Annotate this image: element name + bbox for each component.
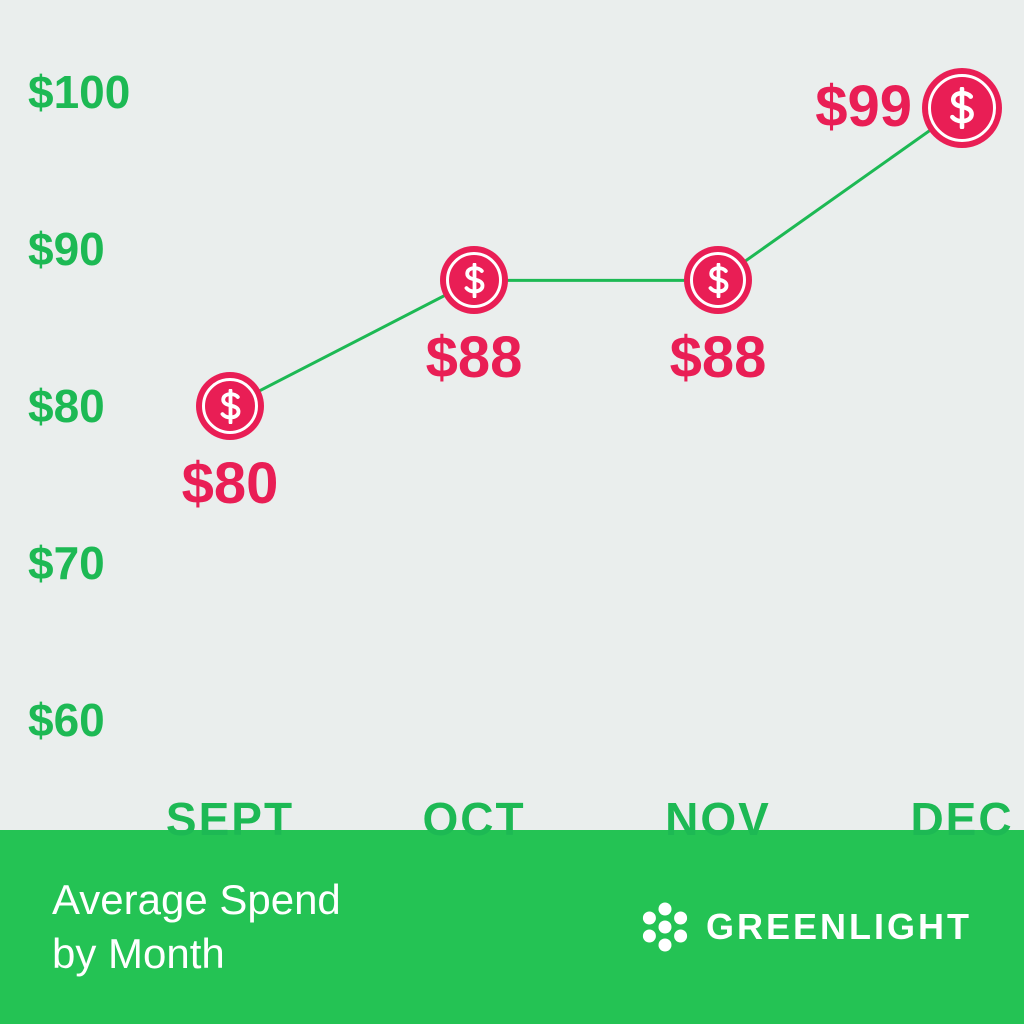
chart-line <box>230 108 962 406</box>
brand-name: GREENLIGHT <box>706 906 972 948</box>
footer-title-line1: Average Spend <box>52 876 341 923</box>
brand-block: GREENLIGHT <box>638 900 972 954</box>
chart-footer: Average Spend by Month GREENLIGHT <box>0 830 1024 1024</box>
chart-plot-area: $100$90$80$70$60SEPTOCTNOVDEC$80$88$88$9… <box>0 0 1024 830</box>
data-marker-inner <box>202 378 258 434</box>
x-axis-tick: NOV <box>665 792 771 846</box>
data-label: $88 <box>670 324 767 391</box>
dollar-icon <box>941 87 983 129</box>
data-marker <box>684 246 752 314</box>
y-axis-tick: $60 <box>28 693 105 747</box>
data-marker <box>196 372 264 440</box>
data-marker-inner <box>928 74 996 142</box>
y-axis-tick: $70 <box>28 536 105 590</box>
x-axis-tick: SEPT <box>166 792 294 846</box>
y-axis-tick: $80 <box>28 379 105 433</box>
footer-title-line2: by Month <box>52 930 225 977</box>
footer-title: Average Spend by Month <box>52 873 341 981</box>
y-axis-tick: $100 <box>28 65 130 119</box>
data-marker-inner <box>690 252 746 308</box>
data-marker <box>440 246 508 314</box>
data-label: $88 <box>426 324 523 391</box>
x-axis-tick: OCT <box>422 792 525 846</box>
data-marker-inner <box>446 252 502 308</box>
data-label: $99 <box>815 73 912 140</box>
dollar-icon <box>701 263 736 298</box>
data-label: $80 <box>182 450 279 517</box>
greenlight-logo-icon <box>638 900 692 954</box>
dollar-icon <box>213 389 248 424</box>
data-marker <box>922 68 1002 148</box>
y-axis-tick: $90 <box>28 222 105 276</box>
chart-container: $100 $90 $80 $70 $60 SEPT OCT NOV DEC $80 $88 $88 $9… <box>0 0 1024 1024</box>
x-axis-tick: DEC <box>910 792 1013 846</box>
dollar-icon <box>457 263 492 298</box>
